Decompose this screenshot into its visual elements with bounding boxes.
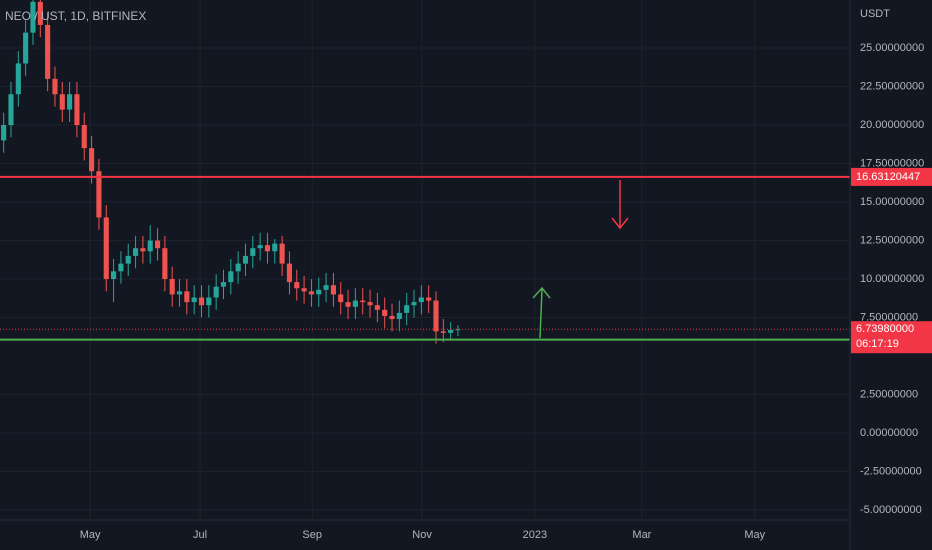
candle-body (184, 291, 190, 303)
candle-body (323, 285, 329, 290)
candle-body (1, 125, 7, 141)
chart-title: NEO / UST, 1D, BITFINEX (5, 9, 146, 23)
candle-body (67, 94, 73, 110)
x-tick-label: 2023 (523, 529, 547, 541)
candle-body (154, 240, 161, 249)
countdown-label: 06:17:19 (856, 338, 899, 350)
y-tick-label: 20.00000000 (860, 119, 924, 131)
candle-body (198, 297, 205, 306)
candle-body (272, 243, 278, 252)
y-tick-label: 17.50000000 (860, 157, 924, 169)
candle-body (433, 300, 439, 332)
candle-body (455, 329, 461, 331)
candle-body (8, 94, 14, 126)
candle-body (45, 24, 51, 79)
x-tick-label: May (744, 529, 765, 541)
candle-body (316, 289, 322, 295)
candle-body (308, 291, 314, 295)
candle-body (74, 94, 80, 126)
candle-body (257, 245, 263, 249)
candle-body (191, 297, 197, 303)
y-tick-label: 12.50000000 (860, 234, 924, 246)
candle-body (338, 294, 344, 303)
candle-body (345, 302, 351, 307)
y-axis-label: USDT (860, 8, 890, 20)
level-label: 16.63120447 (856, 171, 920, 183)
candle-body (360, 300, 366, 303)
candle-body (81, 125, 87, 149)
candle-body (389, 315, 395, 320)
candle-body (440, 331, 446, 333)
last-price-label: 6.73980000 (856, 323, 914, 335)
candle-body (96, 171, 102, 218)
candle-body (89, 148, 95, 172)
candle-body (132, 248, 139, 256)
candle-body (264, 245, 271, 252)
candle-body (367, 302, 373, 306)
last-price-bg (851, 321, 932, 354)
candle-body (352, 300, 358, 307)
y-tick-label: 7.50000000 (860, 311, 918, 323)
y-tick-label: 22.50000000 (860, 80, 924, 92)
y-tick-label: 0.00000000 (860, 427, 918, 439)
candle-body (301, 288, 307, 292)
up-arrow (532, 286, 551, 339)
candle-body (213, 286, 219, 298)
candle-body (169, 279, 175, 295)
candle-body (411, 302, 417, 306)
x-tick-label: Sep (302, 529, 322, 541)
y-tick-label: -5.00000000 (860, 504, 922, 516)
candle-body (52, 78, 58, 95)
x-tick-label: Jul (193, 529, 207, 541)
candle-body (147, 240, 153, 252)
candle-body (220, 282, 227, 287)
y-tick-label: 2.50000000 (860, 388, 918, 400)
y-tick-label: 15.00000000 (860, 196, 924, 208)
candle-body (206, 297, 212, 306)
candle-body (103, 217, 109, 280)
candle-body (374, 305, 380, 310)
candle-body (382, 309, 388, 316)
candle-body (59, 94, 65, 110)
candle-body (118, 263, 124, 272)
candle-body (330, 285, 336, 295)
candle-body (176, 291, 183, 295)
x-tick-label: May (80, 529, 101, 541)
candle-body (235, 263, 241, 272)
candle-body (37, 1, 43, 25)
candle-body (418, 297, 424, 303)
x-tick-label: Mar (632, 529, 651, 541)
down-arrow (611, 180, 629, 230)
candle-body (228, 271, 234, 283)
candle-body (125, 255, 131, 264)
level-label-bg (851, 167, 932, 186)
candle-body (162, 248, 168, 280)
y-tick-label: -2.50000000 (860, 465, 922, 477)
candle-body (404, 305, 410, 313)
candle-body (286, 263, 293, 283)
candle-body (279, 243, 285, 264)
candle-body (23, 32, 29, 64)
y-tick-label: 10.00000000 (860, 273, 924, 285)
x-tick-label: Nov (412, 529, 432, 541)
y-tick-label: 25.00000000 (860, 42, 924, 54)
candle-body (250, 248, 256, 256)
candle-body (242, 255, 249, 264)
candle-body (294, 282, 300, 289)
candle-body (448, 329, 454, 333)
candle-body (426, 297, 432, 301)
candle-body (140, 248, 146, 252)
candle-body (15, 63, 21, 95)
candle-body (30, 1, 36, 33)
candle-body (396, 312, 402, 320)
candle-body (111, 271, 117, 280)
